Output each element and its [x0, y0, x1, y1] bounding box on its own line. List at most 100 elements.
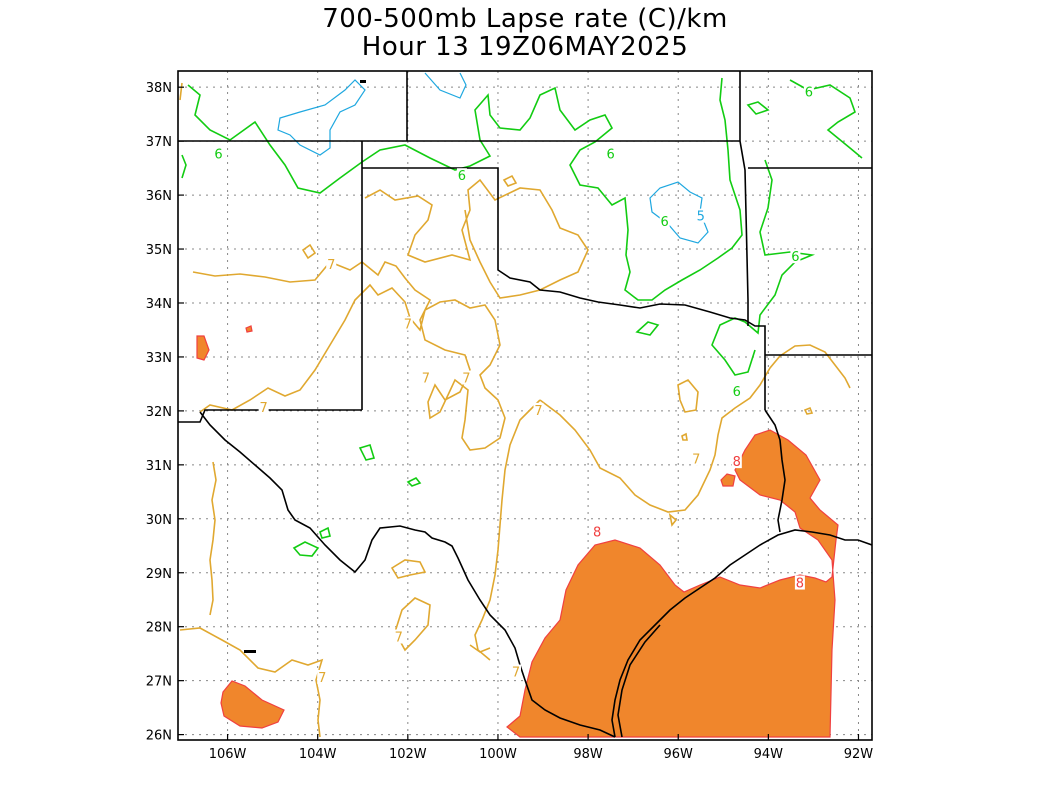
contour-label-bg [731, 384, 742, 399]
contour-label: 7 [404, 318, 412, 333]
contour-7-central-west [474, 399, 541, 661]
state-borders [178, 71, 872, 738]
contour-label-bg [659, 214, 670, 229]
y-axis-ticks: 26N 27N 28N 29N 30N 31N 32N 33N 34N 35N 36N 37N 38N [146, 81, 184, 744]
contour-label-bg [691, 451, 702, 466]
border-tx-la [764, 409, 786, 533]
contour-label: 7 [395, 630, 403, 645]
y-tick-label: 32N [146, 405, 172, 420]
contour-label-bg [461, 370, 472, 385]
y-tick-label: 29N [146, 567, 172, 582]
coastline-barrier [617, 624, 661, 738]
contour-label: 8 [733, 455, 741, 470]
contour-label: 7 [259, 401, 267, 416]
contour-label-bg [794, 575, 805, 590]
contour-7-riogrande-1 [390, 559, 427, 579]
contour-label: 6 [733, 385, 741, 400]
contour-label-bg [420, 370, 431, 385]
contour-label-bg [790, 249, 801, 264]
contour-label-bg [731, 454, 742, 469]
contour-label: 6 [606, 148, 614, 163]
contour-label: 7 [327, 258, 335, 273]
x-tick-label: 98W [573, 747, 603, 762]
contour-7-trinity-small [681, 432, 688, 441]
contour-label-bg [326, 257, 337, 272]
border-ok-panhandle-south [362, 167, 766, 410]
contour-label: 7 [692, 452, 700, 467]
contour-7-east-small [677, 379, 699, 413]
contour-label: 8 [796, 577, 804, 592]
y-tick-label: 31N [146, 459, 172, 474]
contour-label-bg [533, 402, 544, 417]
contour-label: 7 [512, 666, 520, 681]
lake-marks [244, 80, 366, 653]
coastline-gulf [611, 529, 872, 738]
contour-label: 7 [318, 671, 326, 686]
contour-5-colorado [277, 79, 366, 156]
y-tick-label: 34N [146, 297, 172, 312]
fill-region-south-texas [506, 429, 839, 738]
contour-label: 5 [697, 210, 705, 225]
contour-label: 6 [214, 148, 222, 163]
contour-6-northern [181, 77, 743, 301]
y-tick-label: 35N [146, 243, 172, 258]
lapse-7-contours [179, 82, 851, 738]
contour-label: 8 [593, 525, 601, 540]
contour-label-bg [402, 316, 413, 331]
x-tick-label: 100W [479, 747, 517, 762]
contour-label-bg [393, 629, 404, 644]
fill-region-new-mexico [196, 335, 210, 361]
contour-7-eb [803, 406, 814, 415]
contour-7-central [539, 344, 851, 513]
contour-label: 6 [805, 86, 813, 101]
contour-label-bg [695, 208, 706, 223]
contour-label-bg [803, 84, 814, 99]
contour-6-ne-small [746, 101, 770, 115]
contour-7-nm-small [301, 243, 317, 260]
y-tick-label: 30N [146, 513, 172, 528]
contour-7-bigbend-south [209, 461, 217, 616]
contour-7-sabine-small [668, 512, 678, 527]
contour-label-bg [592, 524, 603, 539]
contour-label-bg [510, 664, 521, 679]
y-tick-label: 26N [146, 729, 172, 744]
contour-label-bg [605, 146, 616, 161]
contour-label-bg [317, 669, 328, 684]
chart-title: 700-500mb Lapse rate (C)/km [322, 4, 728, 34]
contour-6-east [711, 159, 816, 376]
y-tick-label: 37N [146, 135, 172, 150]
contour-label: 7 [534, 404, 542, 419]
contour-7-nm-top [179, 82, 183, 101]
fill-region-small-nm [245, 325, 253, 333]
contour-label: 7 [462, 372, 470, 387]
x-axis-ticks: 106W 104W 102W 100W 98W 96W 94W 92W [209, 734, 873, 762]
contour-6-wtx-2 [406, 476, 422, 487]
contour-6-bigbend [292, 526, 331, 557]
contour-label: 6 [458, 169, 466, 184]
y-tick-label: 36N [146, 189, 172, 204]
plot-frame [177, 70, 873, 741]
contour-5-kansas [424, 72, 467, 99]
x-tick-label: 104W [299, 747, 337, 762]
contour-label-bg [258, 400, 269, 415]
lapse-6-contours [181, 77, 863, 557]
contour-7-ring-small [502, 174, 518, 187]
y-tick-label: 38N [146, 81, 172, 96]
contour-6-northeast [789, 79, 863, 159]
lapse-5-contours [277, 72, 709, 244]
x-tick-label: 106W [209, 747, 247, 762]
fill-region-chihuahua [220, 680, 285, 729]
x-tick-label: 102W [389, 747, 427, 762]
contour-6-okc-small [635, 321, 660, 336]
x-tick-label: 94W [754, 747, 784, 762]
y-tick-label: 27N [146, 675, 172, 690]
border-ks-mo [739, 71, 749, 326]
contour-7-lower [469, 644, 491, 653]
contour-label: 6 [791, 250, 799, 265]
contour-7-sw [179, 627, 324, 738]
lapse-8-fill [196, 325, 839, 738]
y-tick-label: 33N [146, 351, 172, 366]
contour-label: 6 [661, 215, 669, 230]
fill-region-east-texas [720, 473, 736, 487]
